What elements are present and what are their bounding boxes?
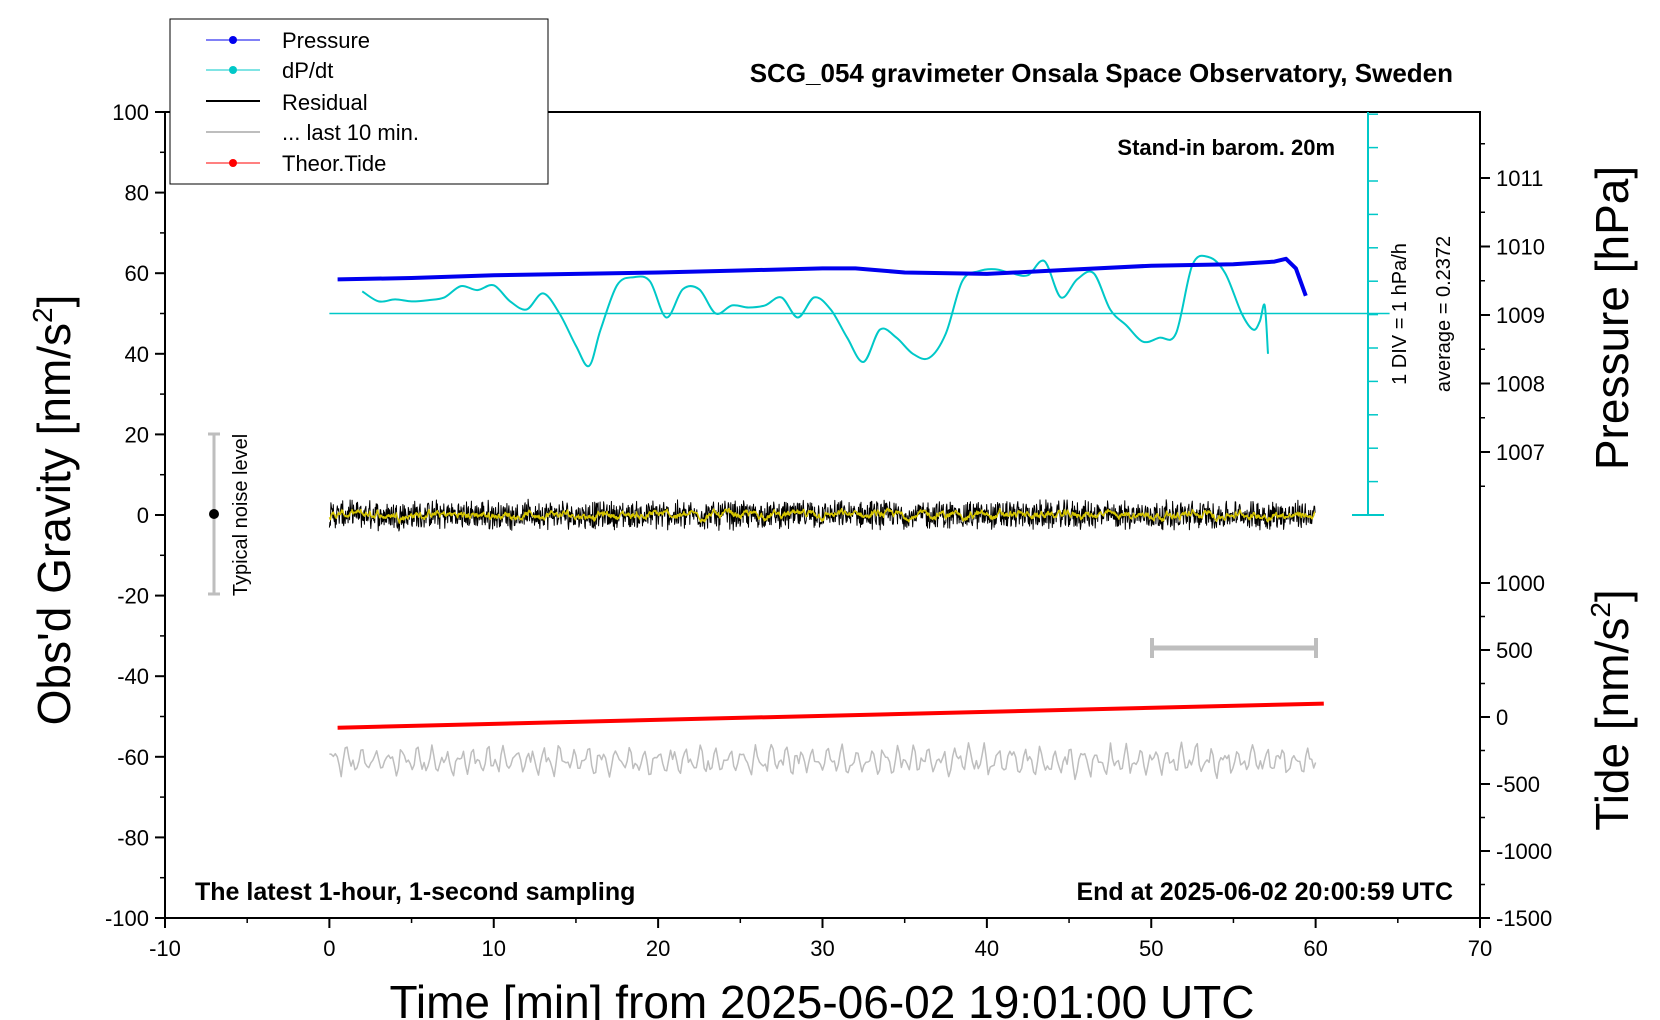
legend-label-pressure: Pressure — [282, 28, 370, 53]
x-tick-label: 20 — [646, 936, 670, 961]
legend-entry-dpdt: dP/dt — [206, 58, 333, 83]
tide-tick-label: 500 — [1496, 638, 1533, 663]
x-tick-label: 40 — [975, 936, 999, 961]
average-annotation: average = 0.2372 — [1433, 236, 1455, 392]
legend-label-dpdt: dP/dt — [282, 58, 333, 83]
legend-entry-pressure: Pressure — [206, 28, 370, 53]
x-tick-label: 30 — [810, 936, 834, 961]
y-axis-label-pressure: Pressure [hPa] — [1586, 166, 1638, 470]
legend-entry-residual: Residual — [206, 90, 368, 115]
pressure-tick-label: 1009 — [1496, 303, 1545, 328]
y-tick-label: -80 — [117, 825, 149, 850]
series-theor-tide — [337, 701, 1324, 730]
x-axis-label: Time [min] from 2025-06-02 19:01:00 UTC — [390, 976, 1255, 1020]
y-tick-label: 40 — [125, 342, 149, 367]
div-annotation: 1 DIV = 1 hPa/h — [1389, 243, 1411, 385]
y-tick-label: -60 — [117, 745, 149, 770]
x-tick-label: -10 — [149, 936, 181, 961]
axis-ticks: -10 0 10 20 30 40 50 60 70100806040200-20-40-60-… — [105, 100, 1552, 961]
bottom-left-annotation: The latest 1-hour, 1-second sampling — [195, 878, 635, 906]
pressure-tick-label: 1010 — [1496, 235, 1545, 260]
series-residual — [328, 498, 1316, 532]
x-tick-label: 0 — [323, 936, 335, 961]
y-axis-label-tide: Tide [nm/s2] — [1585, 589, 1638, 830]
chart-title: SCG_054 gravimeter Onsala Space Observat… — [750, 58, 1453, 88]
y-tick-label: 0 — [137, 503, 149, 528]
x-tick-label: 50 — [1139, 936, 1163, 961]
legend-entry-last-10-min: ... last 10 min. — [206, 120, 419, 145]
tide-tick-label: 0 — [1496, 705, 1508, 730]
series-dpdt — [361, 254, 1269, 368]
y-tick-label: -20 — [117, 584, 149, 609]
series-pressure — [337, 256, 1308, 297]
legend-label-residual: Residual — [282, 90, 368, 115]
x-tick-label: 70 — [1468, 936, 1492, 961]
pressure-tick-label: 1008 — [1496, 372, 1545, 397]
pressure-tick-label: 1007 — [1496, 440, 1545, 465]
x-tick-label: 10 — [482, 936, 506, 961]
legend-entry-theor-tide: Theor.Tide — [206, 151, 386, 176]
noise-level-label: Typical noise level — [230, 434, 252, 596]
legend-label-last-10-min: ... last 10 min. — [282, 120, 419, 145]
series-last-10-min — [329, 741, 1317, 781]
y-tick-label: -40 — [117, 664, 149, 689]
tide-tick-label: 1000 — [1496, 571, 1545, 596]
series-residual-smoothed — [328, 507, 1316, 524]
y-tick-label: 100 — [112, 100, 149, 125]
tide-tick-label: -500 — [1496, 772, 1540, 797]
y-tick-label: 80 — [125, 181, 149, 206]
y-tick-label: 20 — [125, 422, 149, 447]
bottom-right-annotation: End at 2025-06-02 20:00:59 UTC — [1076, 878, 1453, 906]
y-tick-label: 60 — [125, 261, 149, 286]
last-10-min-range-bar — [1150, 638, 1318, 658]
tide-tick-label: -1500 — [1496, 906, 1552, 931]
y-tick-label: -100 — [105, 906, 149, 931]
stand-in-annotation: Stand-in barom. 20m — [1117, 135, 1335, 160]
legend-label-theor-tide: Theor.Tide — [282, 151, 386, 176]
series-layer — [328, 112, 1390, 781]
x-tick-label: 60 — [1303, 936, 1327, 961]
pressure-tick-label: 1011 — [1496, 166, 1543, 191]
y-axis-label-left: Obs'd Gravity [nm/s2] — [27, 295, 80, 726]
tide-tick-label: -1000 — [1496, 839, 1552, 864]
legend: Pressure dP/dt Residual ... last 10 min.… — [169, 18, 549, 185]
noise-level-bar — [208, 432, 220, 596]
